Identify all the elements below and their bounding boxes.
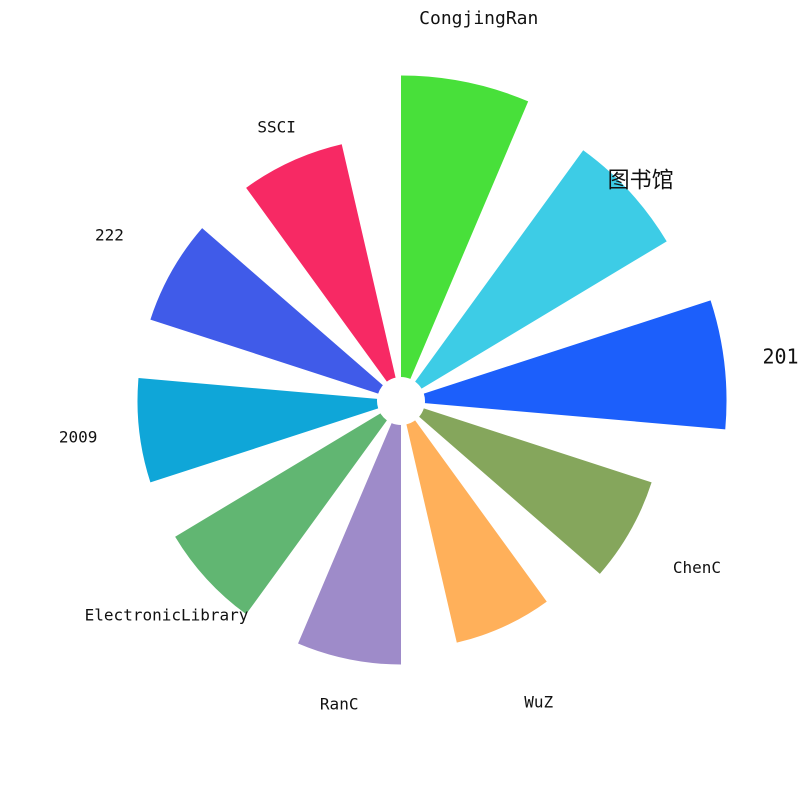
category-label-5: RanC bbox=[320, 694, 359, 713]
category-label-2: 201 bbox=[762, 344, 798, 368]
bar-9 bbox=[246, 144, 396, 382]
bar-1 bbox=[415, 150, 667, 389]
bar-2 bbox=[423, 300, 727, 430]
category-label-9: SSCI bbox=[257, 118, 296, 137]
category-label-7: 2009 bbox=[59, 427, 98, 446]
category-label-4: WuZ bbox=[524, 693, 553, 712]
category-label-8: 222 bbox=[95, 226, 124, 245]
bar-4 bbox=[406, 420, 547, 643]
bar-6 bbox=[175, 413, 387, 615]
bar-3 bbox=[419, 408, 652, 574]
bar-7 bbox=[137, 378, 379, 483]
category-label-6: ElectronicLibrary bbox=[85, 605, 249, 624]
category-label-1: 图书馆 bbox=[608, 168, 674, 193]
bar-8 bbox=[150, 228, 383, 394]
bar-5 bbox=[298, 423, 401, 665]
bar-0 bbox=[401, 75, 529, 379]
category-label-3: ChenC bbox=[673, 558, 721, 577]
category-label-0: CongjingRan bbox=[419, 8, 538, 29]
